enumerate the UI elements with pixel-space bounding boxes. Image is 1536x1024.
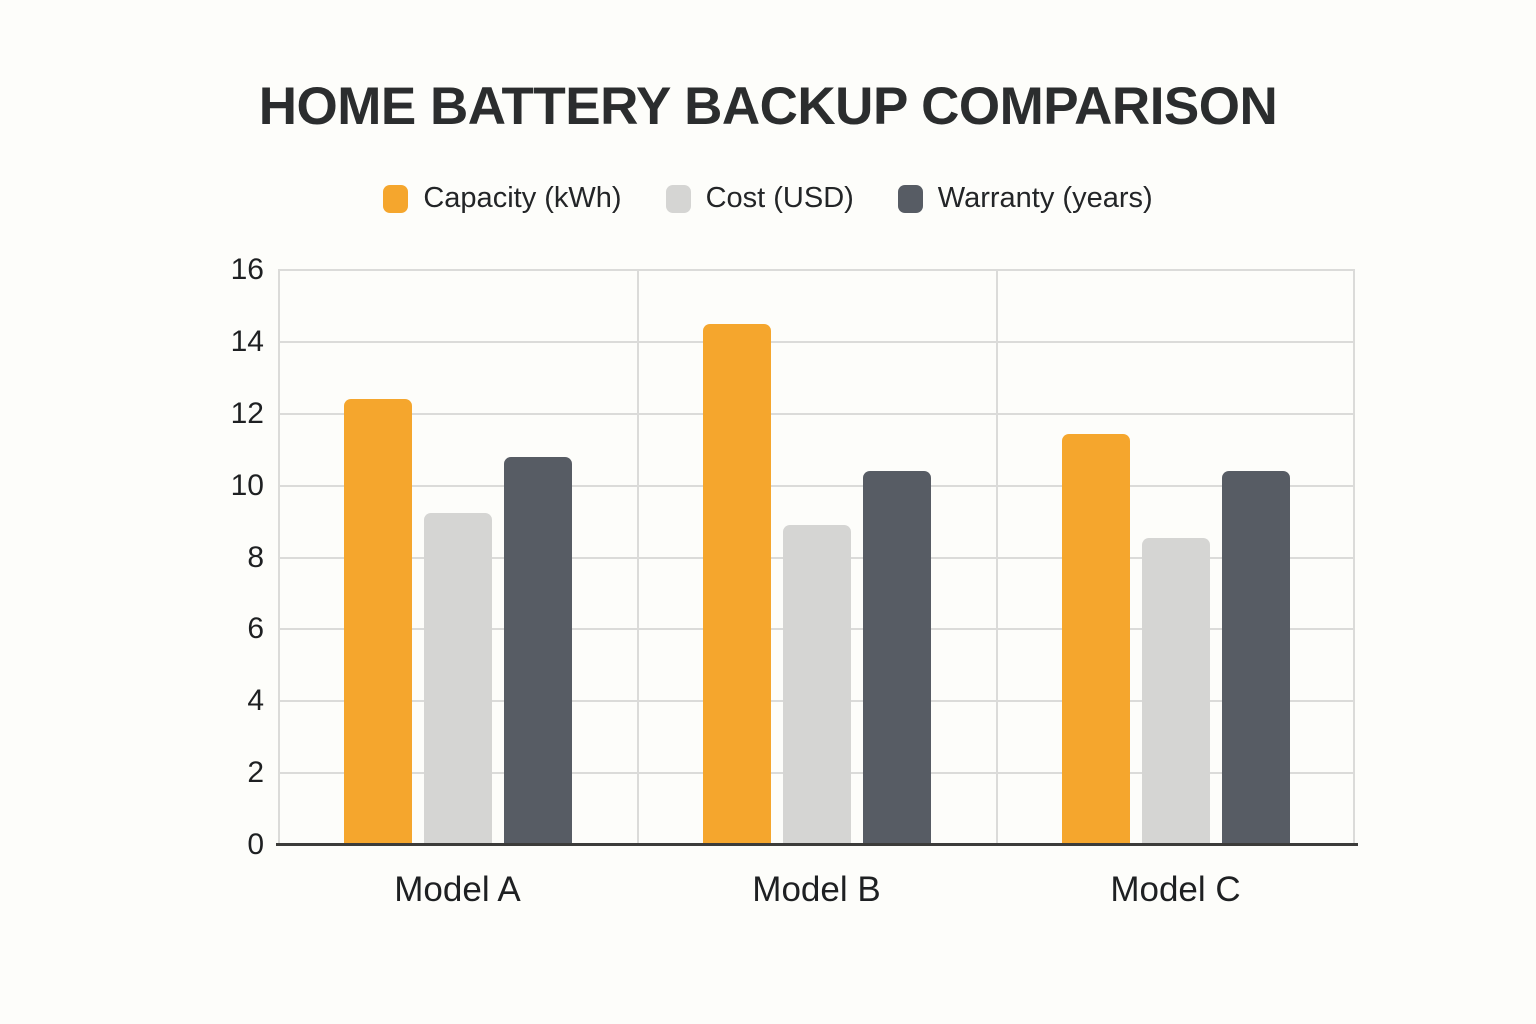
bar-warranty-years-model-a [503, 456, 572, 845]
plot-area [278, 269, 1355, 845]
bar-warranty-years-model-c [1221, 471, 1290, 845]
bar-cost-usd-model-a [423, 512, 492, 845]
bar-capacity-kwh-model-b [702, 323, 771, 845]
v-gridline-1 [637, 270, 639, 845]
y-tick-label-8: 8 [247, 540, 264, 574]
y-tick-label-0: 0 [247, 828, 264, 861]
h-gridline-12 [278, 412, 1355, 415]
legend-swatch-warranty-years [897, 184, 923, 213]
legend-item-cost-usd: Cost (USD) [665, 182, 854, 214]
legend: Capacity (kWh) Cost (USD) Warranty (years) [0, 184, 1536, 213]
legend-item-warranty-years: Warranty (years) [897, 182, 1153, 214]
h-gridline-10 [278, 484, 1355, 487]
x-axis-line [276, 843, 1358, 846]
legend-swatch-cost-usd [665, 184, 691, 213]
v-gridline-3 [1353, 270, 1355, 845]
y-tick-label-6: 6 [247, 612, 264, 646]
bar-cost-usd-model-b [782, 525, 851, 845]
v-gridline-2 [996, 270, 998, 845]
y-tick-label-12: 12 [230, 396, 264, 430]
v-gridline-0 [278, 270, 280, 845]
legend-label-cost-usd: Cost (USD) [705, 182, 854, 214]
y-tick-label-16: 16 [230, 253, 264, 286]
y-tick-label-14: 14 [230, 324, 264, 358]
h-gridline-14 [278, 340, 1355, 343]
bar-capacity-kwh-model-a [343, 399, 412, 845]
chart-title: HOME BATTERY BACKUP COMPARISON [258, 77, 1278, 136]
y-tick-label-4: 4 [247, 684, 264, 718]
x-tick-label-model-a: Model A [394, 870, 521, 909]
legend-label-warranty-years: Warranty (years) [937, 182, 1153, 214]
y-tick-label-2: 2 [247, 756, 264, 790]
x-tick-label-model-b: Model B [752, 870, 881, 909]
x-tick-label-model-c: Model C [1110, 870, 1241, 909]
legend-label-capacity-kwh: Capacity (kWh) [423, 182, 622, 214]
legend-item-capacity-kwh: Capacity (kWh) [383, 182, 622, 214]
legend-swatch-capacity-kwh [383, 184, 409, 213]
bar-cost-usd-model-c [1141, 537, 1210, 845]
y-tick-label-10: 10 [230, 468, 264, 502]
bar-warranty-years-model-b [862, 471, 931, 845]
bar-capacity-kwh-model-c [1061, 433, 1130, 845]
h-gridline-16 [278, 269, 1355, 271]
